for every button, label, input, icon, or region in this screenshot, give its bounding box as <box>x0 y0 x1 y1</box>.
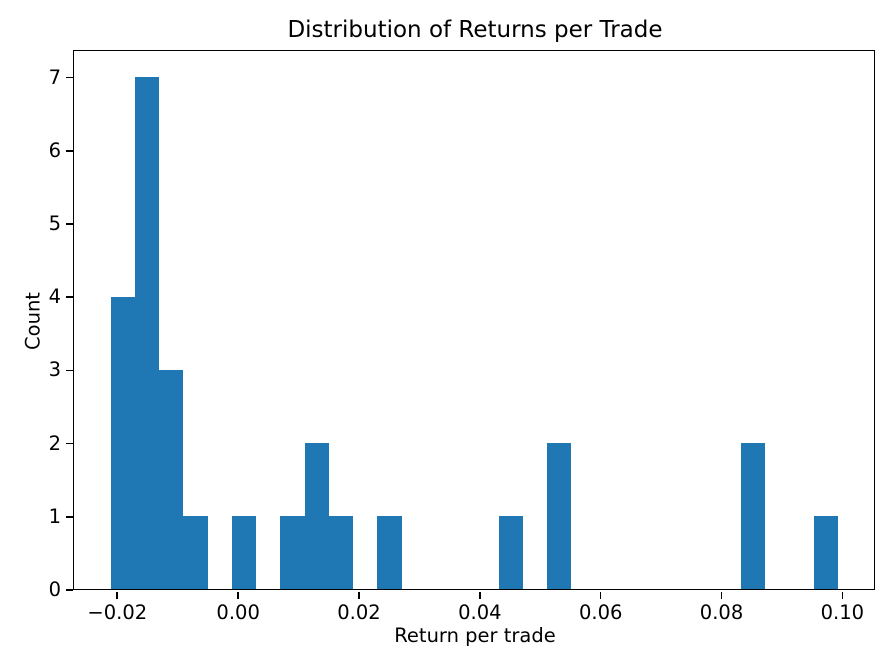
x-axis-tick <box>358 591 360 599</box>
y-axis-tick <box>66 442 74 445</box>
y-axis-tick-label: 6 <box>48 138 61 162</box>
histogram-bar <box>547 443 572 590</box>
y-axis-tick-label: 5 <box>48 212 61 236</box>
y-axis-tick <box>66 150 74 152</box>
y-axis-tick-label: 7 <box>48 65 61 89</box>
x-axis-tick-label: 0.06 <box>578 601 623 624</box>
histogram-bar <box>328 516 354 590</box>
x-axis-tick <box>720 591 723 599</box>
x-axis-tick <box>841 591 844 599</box>
y-axis-tick <box>66 369 74 372</box>
histogram-bar <box>498 516 523 590</box>
histogram-bar <box>304 443 329 590</box>
x-axis-tick <box>479 591 481 599</box>
y-axis-tick <box>66 76 74 79</box>
x-axis-tick <box>237 591 239 599</box>
histogram-bar <box>377 516 402 590</box>
x-axis-tick <box>599 591 602 599</box>
y-axis-tick-label: 4 <box>48 285 61 309</box>
histogram-bar <box>813 516 839 590</box>
y-axis-tick-label: 0 <box>48 578 61 602</box>
y-axis-tick <box>66 296 74 298</box>
y-axis-tick-label: 1 <box>48 504 61 528</box>
plot-area <box>73 50 876 591</box>
x-axis-tick-label: 0.04 <box>458 601 502 624</box>
histogram-bar <box>741 443 766 590</box>
x-axis-tick-label: 0.00 <box>216 601 260 624</box>
y-axis-tick <box>66 223 74 225</box>
histogram-bar <box>110 296 135 590</box>
y-axis-tick <box>66 589 74 591</box>
histogram-bar <box>231 516 257 590</box>
histogram-bar <box>159 369 184 590</box>
x-axis-tick-label: 0.10 <box>820 601 865 624</box>
y-axis-tick <box>66 516 74 518</box>
histogram-bar <box>183 516 208 590</box>
x-axis-tick-label: 0.02 <box>337 601 381 624</box>
y-axis-tick-label: 2 <box>48 431 61 455</box>
histogram-bar <box>134 77 160 590</box>
x-axis-tick-label: 0.08 <box>699 601 744 624</box>
y-axis-tick-labels: 0 1 2 3 4 5 6 7 <box>0 52 61 601</box>
histogram-bars-layer <box>74 51 874 590</box>
x-axis-tick-label: −0.02 <box>87 601 148 624</box>
y-axis-tick-label: 3 <box>48 358 61 382</box>
x-axis-tick <box>116 591 119 599</box>
histogram-bar <box>280 516 305 590</box>
chart-title: Distribution of Returns per Trade <box>287 17 663 43</box>
x-axis-label: Return per trade <box>394 624 556 647</box>
y-axis-label: Count <box>21 292 45 350</box>
